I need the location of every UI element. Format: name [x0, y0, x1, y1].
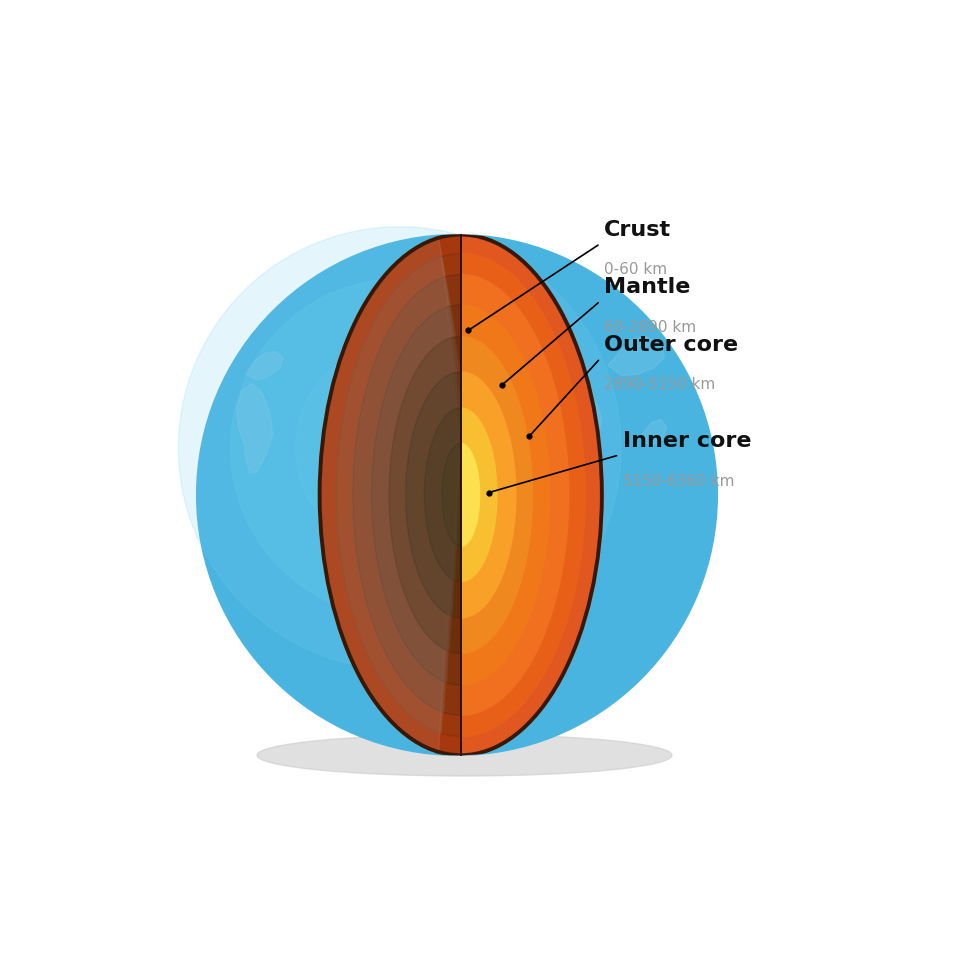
Text: 60-2890 km: 60-2890 km	[604, 319, 696, 335]
Text: Inner core: Inner core	[623, 431, 752, 451]
Polygon shape	[336, 257, 461, 733]
Polygon shape	[461, 305, 550, 685]
Polygon shape	[353, 277, 461, 712]
Text: Outer core: Outer core	[604, 334, 738, 355]
Text: 2890-5150 km: 2890-5150 km	[604, 377, 715, 392]
Polygon shape	[371, 305, 461, 685]
Polygon shape	[461, 336, 532, 654]
Polygon shape	[424, 408, 461, 582]
Circle shape	[197, 234, 717, 756]
Polygon shape	[461, 234, 602, 756]
Polygon shape	[461, 371, 515, 618]
Polygon shape	[389, 338, 461, 652]
Polygon shape	[461, 408, 497, 582]
Circle shape	[178, 226, 621, 669]
Polygon shape	[353, 274, 461, 715]
Polygon shape	[406, 371, 461, 618]
Polygon shape	[406, 373, 461, 616]
Text: 0-60 km: 0-60 km	[604, 263, 667, 277]
Polygon shape	[319, 238, 461, 752]
Ellipse shape	[319, 234, 602, 756]
Polygon shape	[246, 352, 283, 380]
Polygon shape	[236, 383, 272, 472]
Ellipse shape	[406, 371, 515, 618]
Polygon shape	[371, 307, 461, 683]
Polygon shape	[389, 336, 461, 654]
Ellipse shape	[257, 734, 672, 776]
Text: Crust: Crust	[604, 220, 671, 240]
Polygon shape	[442, 444, 461, 546]
Polygon shape	[461, 254, 585, 736]
Polygon shape	[608, 336, 664, 375]
Ellipse shape	[336, 254, 585, 736]
Ellipse shape	[389, 336, 532, 654]
Polygon shape	[461, 274, 568, 715]
Polygon shape	[319, 234, 461, 756]
Polygon shape	[424, 410, 461, 580]
Circle shape	[296, 344, 504, 552]
Text: 5150-6360 km: 5150-6360 km	[623, 473, 734, 489]
Polygon shape	[336, 254, 461, 736]
Polygon shape	[442, 444, 461, 546]
Ellipse shape	[442, 444, 479, 546]
Text: Mantle: Mantle	[604, 277, 691, 297]
Polygon shape	[461, 444, 479, 546]
Polygon shape	[579, 397, 602, 453]
Ellipse shape	[424, 408, 497, 582]
Polygon shape	[642, 419, 666, 445]
Circle shape	[230, 279, 569, 617]
Ellipse shape	[353, 274, 568, 715]
Ellipse shape	[371, 305, 550, 685]
